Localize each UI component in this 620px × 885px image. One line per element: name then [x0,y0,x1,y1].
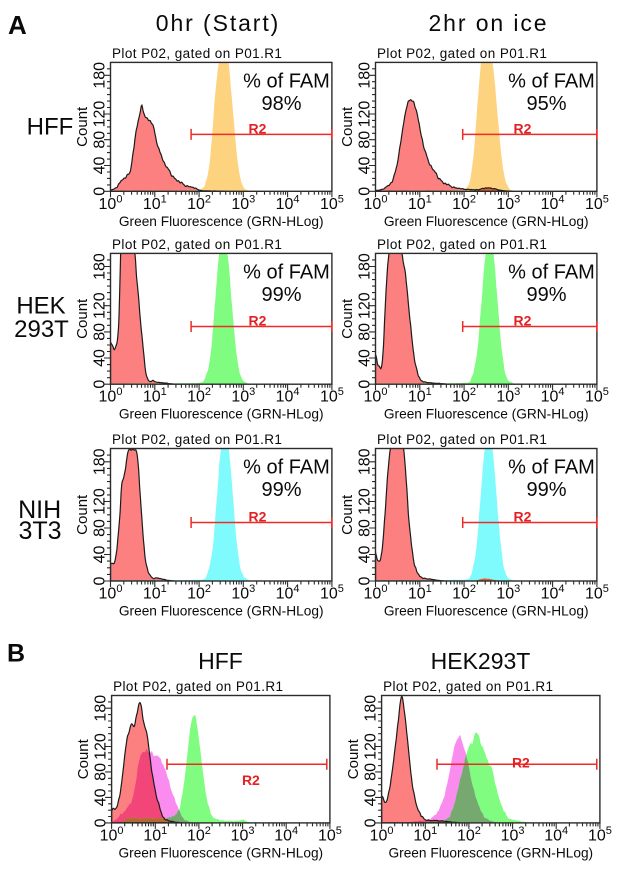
svg-text:Count: Count [74,106,91,147]
svg-text:HEK293T: HEK293T [431,648,531,674]
svg-text:0: 0 [357,187,374,196]
svg-text:0: 0 [357,576,374,585]
svg-text:40: 40 [357,157,374,175]
svg-text:Count: Count [339,106,356,147]
svg-text:% of FAM: % of FAM [243,261,330,283]
svg-text:Green Fluorescence (GRN-HLog): Green Fluorescence (GRN-HLog) [119,407,324,422]
svg-text:Count: Count [74,494,91,535]
svg-text:180: 180 [357,62,374,89]
svg-text:120: 120 [357,101,374,128]
svg-text:80: 80 [92,323,109,341]
svg-text:R2: R2 [249,313,267,329]
svg-text:R2: R2 [514,121,532,137]
svg-text:Count: Count [74,298,91,339]
svg-text:120: 120 [93,733,110,760]
svg-text:40: 40 [92,349,109,367]
svg-text:180: 180 [363,695,380,722]
svg-text:180: 180 [92,253,109,280]
svg-text:180: 180 [92,62,109,89]
svg-text:0: 0 [363,818,380,827]
svg-text:% of FAM: % of FAM [243,457,330,479]
svg-text:293T: 293T [14,316,69,343]
svg-text:% of FAM: % of FAM [508,457,595,479]
svg-text:A: A [8,10,27,40]
svg-text:R2: R2 [249,121,267,137]
svg-text:R2: R2 [512,755,530,771]
svg-text:Green Fluorescence (GRN-HLog): Green Fluorescence (GRN-HLog) [384,604,589,619]
svg-text:Plot P02, gated on P01.R1: Plot P02, gated on P01.R1 [377,237,547,252]
svg-text:Green Fluorescence (GRN-HLog): Green Fluorescence (GRN-HLog) [384,407,589,422]
svg-text:120: 120 [363,733,380,760]
svg-text:95%: 95% [526,93,566,115]
svg-text:R2: R2 [514,313,532,329]
svg-text:HEK: HEK [16,293,65,320]
svg-text:99%: 99% [261,284,301,306]
svg-text:40: 40 [357,349,374,367]
svg-text:80: 80 [363,763,380,781]
svg-text:0hr (Start): 0hr (Start) [156,10,280,36]
svg-text:0: 0 [357,380,374,389]
svg-text:Plot P02, gated on P01.R1: Plot P02, gated on P01.R1 [112,237,282,252]
svg-text:180: 180 [92,448,109,475]
svg-text:% of FAM: % of FAM [508,70,595,92]
svg-text:Plot P02, gated on P01.R1: Plot P02, gated on P01.R1 [112,432,282,447]
svg-text:99%: 99% [261,479,301,501]
svg-text:Count: Count [75,738,92,779]
svg-text:40: 40 [92,546,109,564]
svg-text:180: 180 [357,448,374,475]
svg-text:120: 120 [357,292,374,319]
svg-text:0: 0 [92,576,109,585]
svg-text:98%: 98% [261,93,301,115]
svg-text:R2: R2 [249,509,267,525]
svg-text:R2: R2 [242,772,260,788]
svg-text:80: 80 [93,763,110,781]
svg-text:180: 180 [357,253,374,280]
svg-text:120: 120 [92,292,109,319]
svg-text:80: 80 [357,519,374,537]
svg-text:40: 40 [357,546,374,564]
svg-text:Count: Count [339,298,356,339]
svg-text:Green Fluorescence (GRN-HLog): Green Fluorescence (GRN-HLog) [118,845,323,860]
svg-text:Green Fluorescence (GRN-HLog): Green Fluorescence (GRN-HLog) [119,604,324,619]
svg-text:80: 80 [357,131,374,149]
svg-text:Count: Count [345,738,362,779]
svg-text:120: 120 [357,488,374,515]
svg-text:% of FAM: % of FAM [508,261,595,283]
svg-text:% of FAM: % of FAM [243,70,330,92]
svg-text:99%: 99% [526,479,566,501]
svg-text:40: 40 [93,788,110,806]
svg-text:Plot P02, gated on P01.R1: Plot P02, gated on P01.R1 [113,679,283,694]
svg-text:80: 80 [357,323,374,341]
svg-text:80: 80 [92,519,109,537]
svg-text:Plot P02, gated on P01.R1: Plot P02, gated on P01.R1 [377,432,547,447]
svg-text:120: 120 [92,101,109,128]
svg-text:40: 40 [363,788,380,806]
svg-text:40: 40 [92,157,109,175]
svg-text:80: 80 [92,131,109,149]
svg-text:0: 0 [92,380,109,389]
svg-text:Plot P02, gated on P01.R1: Plot P02, gated on P01.R1 [377,46,547,61]
svg-text:HFF: HFF [198,648,243,674]
svg-text:2hr on ice: 2hr on ice [428,10,548,36]
svg-text:3T3: 3T3 [18,517,61,545]
svg-text:NIH: NIH [18,496,61,524]
svg-text:R2: R2 [514,509,532,525]
svg-text:99%: 99% [526,284,566,306]
svg-text:180: 180 [93,695,110,722]
svg-text:Plot P02, gated on P01.R1: Plot P02, gated on P01.R1 [383,679,553,694]
svg-text:120: 120 [92,488,109,515]
svg-text:0: 0 [92,187,109,196]
svg-text:0: 0 [93,818,110,827]
svg-text:Plot P02, gated on P01.R1: Plot P02, gated on P01.R1 [112,46,282,61]
svg-text:Green Fluorescence (GRN-HLog): Green Fluorescence (GRN-HLog) [388,845,593,860]
svg-text:Count: Count [339,494,356,535]
svg-text:HFF: HFF [27,114,74,141]
svg-text:B: B [7,640,25,668]
svg-text:Green Fluorescence (GRN-HLog): Green Fluorescence (GRN-HLog) [119,214,324,229]
svg-text:Green Fluorescence (GRN-HLog): Green Fluorescence (GRN-HLog) [384,214,589,229]
